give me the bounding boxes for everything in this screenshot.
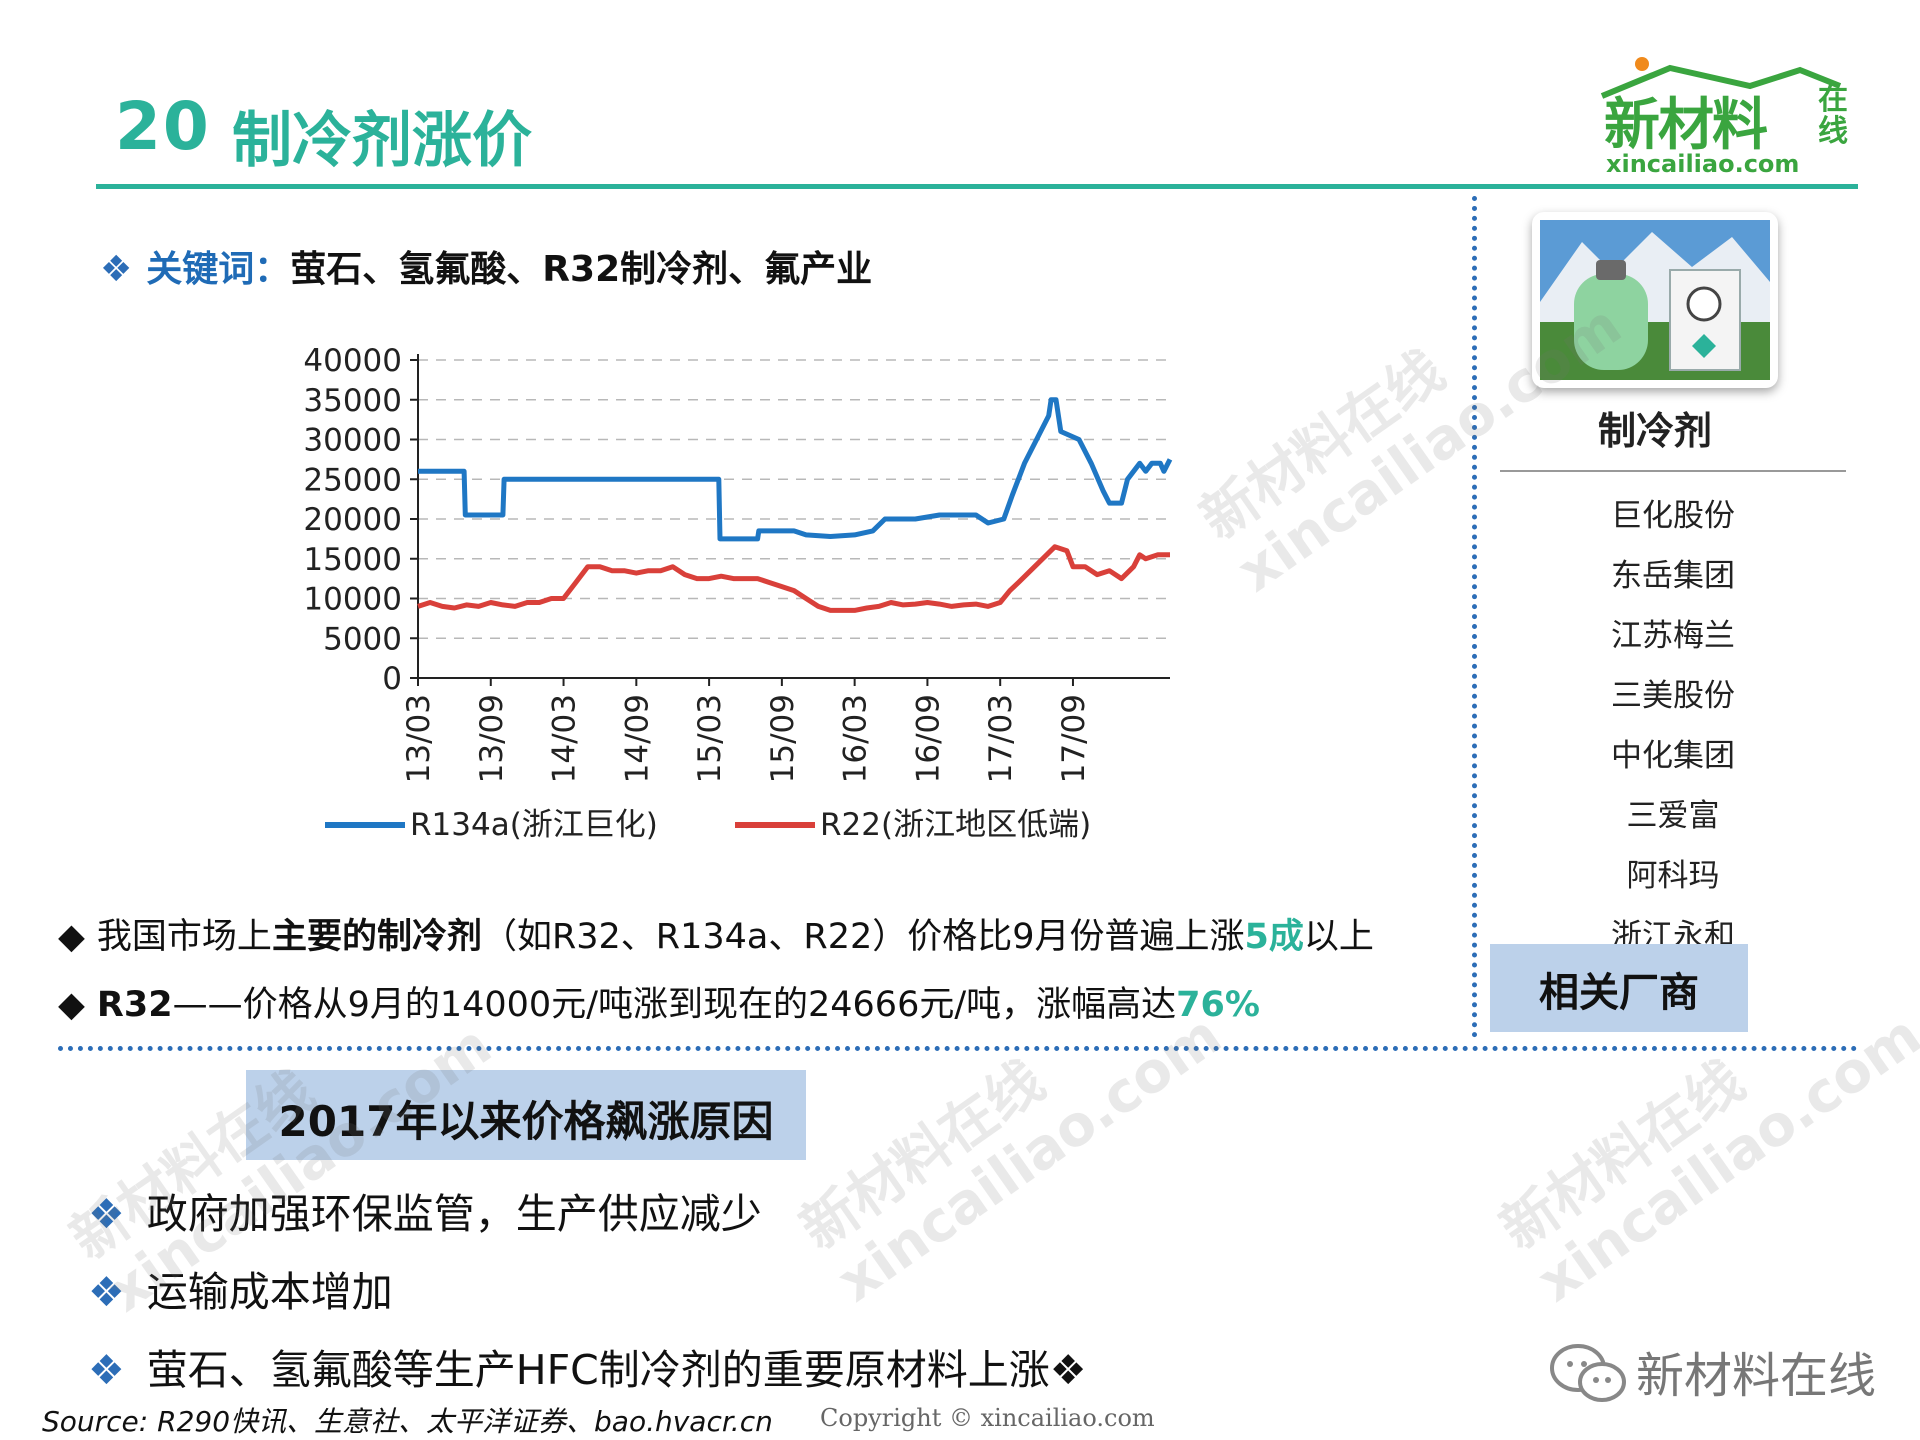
y-tick-label: 40000 — [303, 343, 402, 379]
legend-label: R22(浙江地区低端) — [820, 807, 1091, 843]
diamond-bullet-icon: ❖ — [88, 1346, 125, 1394]
x-tick-label: 15/03 — [692, 694, 728, 783]
panel-divider — [1500, 470, 1846, 472]
company-item: 巨化股份 — [1611, 498, 1735, 534]
diamond-bullet-icon: ❖ — [100, 249, 133, 290]
company-item: 三爱富 — [1626, 798, 1720, 834]
bullet-price-rise: ◆ 我国市场上主要的制冷剂（如R32、R134a、R22）价格比9月份普遍上涨5成… — [58, 908, 1374, 959]
horizontal-divider — [58, 1046, 1858, 1051]
y-tick-label: 20000 — [303, 502, 402, 538]
bullet-text: （如R32、R134a、R22）价格比9月份普遍上涨 — [481, 917, 1245, 957]
makers-label-box — [1490, 944, 1748, 1032]
y-tick-label: 25000 — [303, 462, 402, 498]
series-line-r22 — [417, 544, 1170, 613]
slide-number: 20 — [115, 88, 211, 165]
source-note: Source: R290快讯、生意社、太平洋证券、bao.hvacr.cn — [42, 1405, 773, 1438]
y-tick-label: 0 — [382, 661, 402, 697]
reason-text: 政府加强环保监管，生产供应减少 — [146, 1190, 762, 1238]
y-tick-label: 30000 — [303, 423, 402, 459]
company-item: 东岳集团 — [1611, 558, 1735, 594]
bullet-highlight: 5成 — [1244, 917, 1304, 957]
bullet-text: ——价格从9月的14000元/吨涨到现在的24666元/吨，涨幅高达 — [172, 985, 1177, 1025]
bullet-bold: R32 — [96, 985, 173, 1025]
diamond-bullet-icon: ❖ — [88, 1190, 125, 1238]
bullet-r32-price: ◆ R32——价格从9月的14000元/吨涨到现在的24666元/吨，涨幅高达76… — [58, 976, 1260, 1027]
company-item: 江苏梅兰 — [1611, 618, 1735, 654]
logo-name: 新材料 — [1604, 93, 1768, 158]
y-tick-label: 10000 — [303, 582, 402, 618]
diamond-bullet-icon: ◆ — [58, 985, 85, 1025]
diamond-bullet-icon: ◆ — [58, 917, 85, 957]
brand-logo — [1600, 56, 1860, 180]
slide-title: 制冷剂涨价 — [232, 106, 532, 176]
company-item: 阿科玛 — [1626, 858, 1720, 894]
header-divider — [96, 184, 1858, 189]
copyright-note: Copyright © xincailiao.com — [820, 1404, 1155, 1432]
reason-item: ❖ 政府加强环保监管，生产供应减少 — [88, 1180, 762, 1240]
x-tick-label: 13/09 — [474, 694, 510, 783]
legend-label: R134a(浙江巨化) — [410, 807, 658, 843]
x-tick-label: 17/03 — [983, 694, 1019, 783]
bullet-text: 我国市场上 — [96, 917, 272, 957]
logo-roof-icon — [1600, 57, 1842, 99]
x-tick-label: 13/03 — [401, 694, 437, 783]
keywords-value: 萤石、氢氟酸、R32制冷剂、氟产业 — [290, 249, 873, 290]
reasons-title: 2017年以来价格飙涨原因 — [278, 1097, 774, 1146]
logo-url: xincailiao.com — [1606, 150, 1800, 178]
x-tick-label: 17/09 — [1056, 694, 1092, 783]
bullet-highlight: 76% — [1176, 985, 1260, 1025]
reason-item: ❖ 萤石、氢氟酸等生产HFC制冷剂的重要原材料上涨❖ — [88, 1336, 1087, 1396]
refrigerant-product-image — [1532, 212, 1778, 388]
company-item: 三美股份 — [1611, 678, 1735, 714]
y-tick-label: 5000 — [323, 621, 402, 657]
reasons-title-box — [246, 1070, 806, 1160]
bullet-bold: 主要的制冷剂 — [271, 917, 482, 957]
y-tick-label: 15000 — [303, 542, 402, 578]
reason-item: ❖ 运输成本增加 — [88, 1258, 393, 1318]
y-tick-label: 35000 — [303, 383, 402, 419]
vertical-divider — [1472, 196, 1477, 1038]
logo-name-side: 在线 — [1818, 82, 1848, 149]
x-tick-label: 16/09 — [910, 694, 946, 783]
refrigerant-cylinder-icon — [1540, 220, 1770, 380]
reason-text: 萤石、氢氟酸等生产HFC制冷剂的重要原材料上涨❖ — [146, 1346, 1087, 1394]
wechat-icon — [1550, 1344, 1626, 1402]
bullet-text: 以上 — [1303, 917, 1374, 957]
makers-label: 相关厂商 — [1539, 970, 1699, 1016]
wechat-account-name: 新材料在线 — [1636, 1348, 1877, 1404]
reason-text: 运输成本增加 — [146, 1268, 393, 1316]
keywords-label: 关键词： — [146, 249, 291, 290]
series-line-r134a — [418, 397, 1173, 542]
x-tick-label: 14/03 — [547, 694, 583, 783]
x-tick-label: 16/03 — [838, 694, 874, 783]
x-tick-label: 15/09 — [765, 694, 801, 783]
company-item: 中化集团 — [1611, 738, 1735, 774]
product-title: 制冷剂 — [1597, 409, 1712, 453]
x-tick-label: 14/09 — [619, 694, 655, 783]
diamond-bullet-icon: ❖ — [88, 1268, 125, 1316]
keywords-line: ❖ 关键词：萤石、氢氟酸、R32制冷剂、氟产业 — [100, 240, 872, 292]
